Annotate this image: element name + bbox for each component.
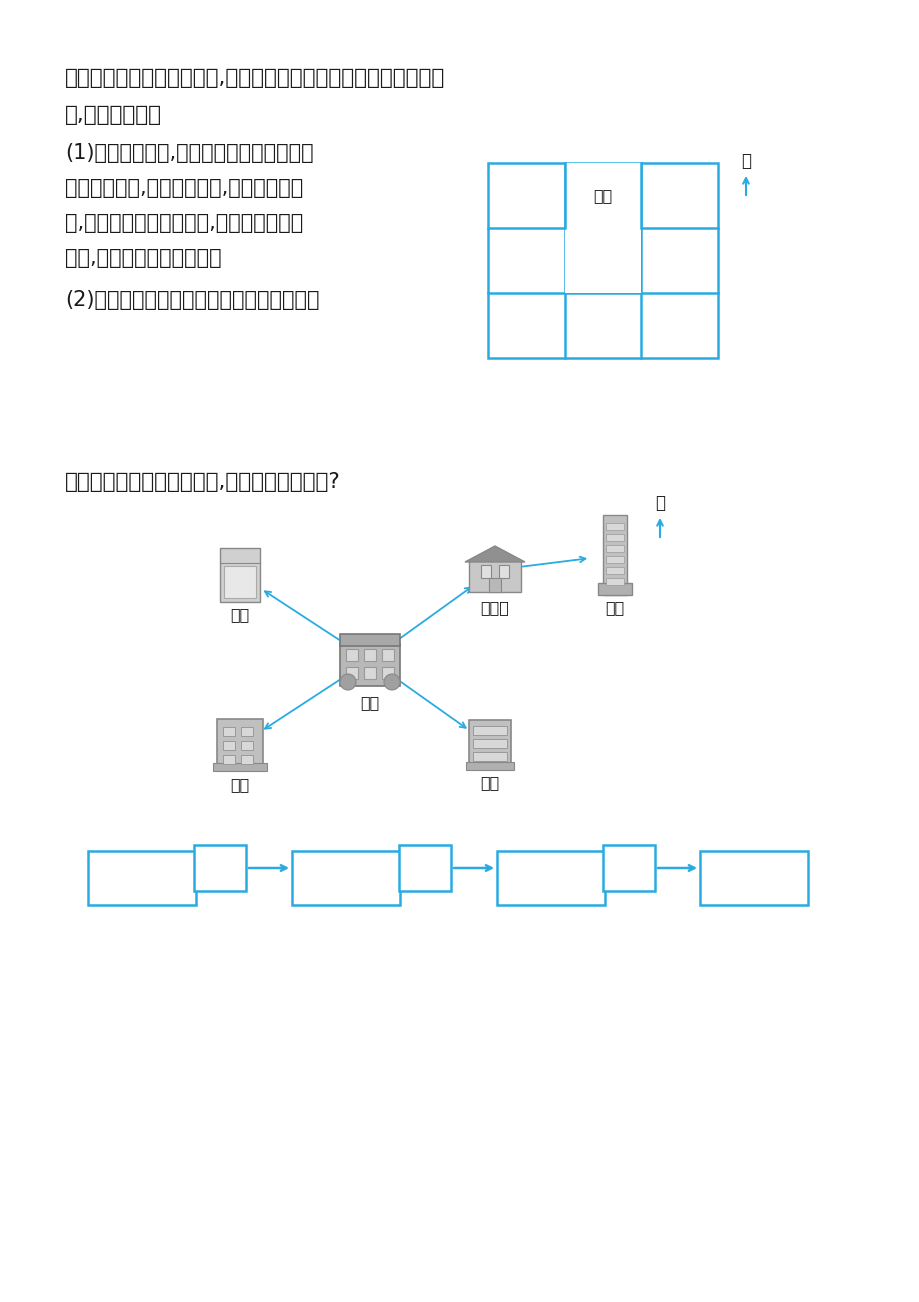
Text: 学校: 学校: [360, 695, 380, 710]
Text: 西面,艺术楼在食堂的南面。: 西面,艺术楼在食堂的南面。: [65, 247, 221, 268]
Bar: [481, 565, 491, 578]
Text: 北: 北: [740, 152, 750, 171]
Bar: [222, 741, 234, 750]
Bar: [469, 560, 520, 592]
Bar: [466, 762, 514, 769]
Bar: [194, 845, 245, 891]
Bar: [472, 753, 506, 760]
Bar: [472, 740, 506, 749]
Circle shape: [383, 674, 400, 690]
Polygon shape: [464, 546, 525, 562]
Text: 银行: 银行: [605, 600, 624, 615]
Bar: [364, 648, 376, 661]
Text: 五、明明的妈妈在医院上班,她上班时该怎样走?: 五、明明的妈妈在医院上班,她上班时该怎样走?: [65, 473, 340, 492]
Bar: [88, 852, 196, 905]
Bar: [222, 727, 234, 736]
Bar: [602, 516, 627, 595]
Text: 商场: 商场: [480, 775, 499, 790]
Bar: [291, 852, 400, 905]
Bar: [498, 565, 508, 578]
Text: 书店: 书店: [230, 607, 249, 622]
Text: (2)说一说从花坛去其他建筑物分别怎么走。: (2)说一说从花坛去其他建筑物分别怎么走。: [65, 290, 319, 310]
Bar: [496, 852, 605, 905]
Bar: [364, 667, 376, 680]
Bar: [606, 523, 623, 530]
Bar: [241, 727, 253, 736]
Bar: [606, 566, 623, 574]
Bar: [489, 578, 501, 592]
Text: 南面是教学楼,东北角是食堂,西北角是实验: 南面是教学楼,东北角是食堂,西北角是实验: [65, 178, 303, 198]
Text: 明明家: 明明家: [480, 600, 509, 615]
Bar: [602, 845, 654, 891]
Bar: [346, 648, 357, 661]
Bar: [469, 720, 510, 769]
Bar: [381, 667, 393, 680]
Bar: [340, 644, 400, 686]
Bar: [241, 755, 253, 764]
Bar: [597, 583, 631, 595]
Text: 四、下面是张珂的一篇日记,请你根据他的日记内容完成下面的示意: 四、下面是张珂的一篇日记,请你根据他的日记内容完成下面的示意: [65, 68, 445, 89]
Bar: [346, 667, 357, 680]
Bar: [223, 566, 255, 598]
Bar: [606, 534, 623, 542]
Text: 北: 北: [654, 493, 664, 512]
Bar: [399, 845, 450, 891]
Bar: [220, 548, 260, 602]
Bar: [241, 741, 253, 750]
Bar: [606, 578, 623, 585]
Bar: [606, 556, 623, 562]
Bar: [222, 755, 234, 764]
Text: 医院: 医院: [230, 777, 249, 792]
Bar: [340, 634, 400, 646]
Bar: [217, 719, 263, 771]
Bar: [472, 727, 506, 736]
Bar: [487, 163, 717, 358]
Bar: [564, 228, 641, 293]
Bar: [564, 163, 641, 228]
Bar: [699, 852, 807, 905]
Text: 图,并回答问题。: 图,并回答问题。: [65, 105, 162, 125]
Bar: [381, 648, 393, 661]
Text: 楼,图书馆在花坛的东南角,科技楼在花坛的: 楼,图书馆在花坛的东南角,科技楼在花坛的: [65, 214, 303, 233]
Text: (1)从大门向南看,先看到的是花坛。花坛的: (1)从大门向南看,先看到的是花坛。花坛的: [65, 143, 313, 163]
Text: 大门: 大门: [593, 187, 612, 203]
Bar: [213, 763, 267, 771]
Bar: [606, 546, 623, 552]
Circle shape: [340, 674, 356, 690]
